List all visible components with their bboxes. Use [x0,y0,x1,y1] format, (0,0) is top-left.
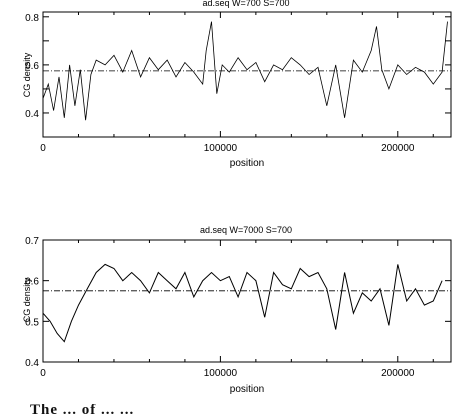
y-axis-label: CG density [22,277,32,322]
axes-box [42,239,452,363]
axes-box [42,11,452,138]
x-tick-label: 200000 [381,368,415,379]
y-tick-label: 0.4 [25,109,39,120]
chart-panel-bottom: ad.seq W=7000 S=700 0 100000 2000000.40.50… [22,225,452,395]
chart-title: ad.seq W=7000 S=700 [200,225,292,235]
x-axis-label: position [230,158,264,169]
y-axis-label: CG density [22,52,32,97]
y-tick-label: 0.5 [25,317,39,328]
x-axis-label: position [230,384,264,395]
y-tick-label: 0.7 [25,236,39,247]
x-tick-label: 100000 [204,143,238,154]
x-tick-label: 0 [40,368,46,379]
figure-caption: The ... of ... ... [30,404,135,416]
series-line [42,263,443,343]
series-line [42,21,448,121]
y-tick-label: 0.8 [25,13,39,24]
y-tick-label: 0.6 [25,61,39,72]
chart-panel-top: ad.seq W=700 S=700 0 100000 200000 0.4 0.6 0.… [22,0,452,169]
plot-area: 0 100000 200000 0.4 0.5 0.6 0.7 [25,236,452,379]
chart-title: ad.seq W=700 S=700 [202,0,289,8]
caption-strip: The ... of ... ... [0,404,474,416]
plot-area: 0 100000 200000 0.4 0.6 0.8 [25,11,452,154]
x-tick-label: 0 [40,143,46,154]
x-tick-label: 100000 [204,368,238,379]
x-tick-label: 200000 [381,143,415,154]
y-tick-label: 0.6 [25,277,39,288]
y-tick-label: 0.4 [25,358,39,369]
